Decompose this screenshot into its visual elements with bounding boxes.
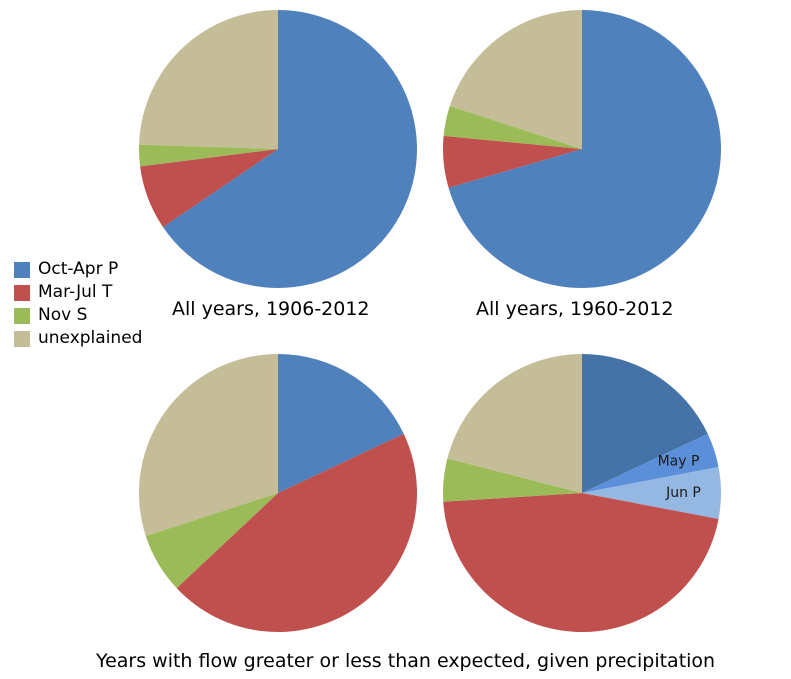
legend: Oct-Apr P Mar-Jul T Nov S unexplained — [14, 258, 142, 350]
pie-slice-oct-apr-p — [448, 10, 722, 289]
chart-title-1960-2012: All years, 1960-2012 — [476, 298, 674, 320]
bottom-caption: Years with flow greater or less than exp… — [96, 650, 716, 672]
legend-item-unexplained: unexplained — [14, 327, 142, 350]
slice-label-jun-p: Jun P — [665, 485, 701, 501]
pie-slice-unexplained — [139, 10, 278, 149]
legend-label: Nov S — [38, 305, 88, 325]
legend-swatch — [14, 307, 30, 324]
legend-item-oct-apr-p: Oct-Apr P — [14, 258, 142, 281]
pie-slice-nov-s — [443, 106, 582, 149]
legend-item-nov-s: Nov S — [14, 304, 142, 327]
pie-slice-unexplained — [138, 354, 278, 536]
pie-slice-nov-s — [145, 493, 278, 589]
pie-chart-1906-2012 — [139, 10, 418, 288]
legend-item-mar-jul-t: Mar-Jul T — [14, 281, 142, 304]
chart-title-1906-2012: All years, 1906-2012 — [172, 298, 370, 320]
pie-slice-nov-s — [442, 458, 582, 502]
legend-swatch — [14, 284, 30, 301]
slice-label-may-p: May P — [658, 454, 700, 470]
legend-swatch — [14, 330, 30, 347]
pie-slice-oct-apr-p — [278, 354, 404, 493]
pie-chart-flow-years-a — [138, 354, 417, 632]
pie-slice-mar-jul-t — [140, 149, 278, 228]
legend-label: Mar-Jul T — [38, 282, 113, 302]
pie-slice-mar-jul-t — [443, 493, 719, 633]
pie-slice-unexplained — [447, 354, 582, 493]
pie-slice-oct-apr-p — [163, 10, 418, 288]
pie-slice-may-p — [582, 433, 719, 493]
pie-slice-jun-p — [582, 466, 722, 520]
pie-slice-mar-jul-t — [443, 135, 582, 188]
legend-swatch — [14, 261, 30, 278]
legend-label: unexplained — [38, 328, 143, 348]
legend-label: Oct-Apr P — [38, 259, 119, 279]
pie-chart-1960-2012 — [443, 10, 722, 289]
pie-slice-oct-apr-p — [582, 354, 708, 493]
pie-slice-unexplained — [449, 10, 582, 149]
pie-slice-nov-s — [139, 144, 278, 167]
pie-slice-mar-jul-t — [176, 433, 417, 632]
pie-chart-flow-years-b: May P Jun P — [442, 354, 722, 633]
